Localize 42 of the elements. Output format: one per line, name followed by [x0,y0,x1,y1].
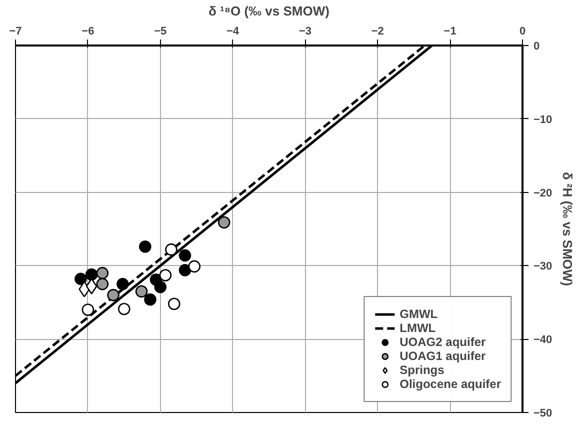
point [96,266,109,280]
y-tick-label: −30 [534,260,552,273]
x-tick-label: −3 [298,26,312,38]
legend-label: Springs [400,363,444,377]
y-tick-label: −50 [534,408,552,420]
y-axis-title: δ ²H (‰ vs SMOW) [560,172,576,286]
point [116,278,129,290]
point [135,285,148,298]
legend-label: UOAG1 aquifer [400,349,486,363]
point [118,302,130,316]
x-tick-label: −7 [9,26,22,38]
legend-label: LMWL [400,321,436,335]
point [86,278,98,294]
point [188,260,201,273]
point [144,293,156,306]
y-tick-label: −20 [534,187,552,200]
point [85,268,98,281]
x-axis-title: δ ¹⁸O (‰ vs SMOW) [208,4,330,18]
point [138,240,152,253]
point [74,272,87,286]
point [107,288,120,302]
point [154,280,167,294]
point [168,298,180,310]
y-tick-label: −40 [534,334,552,346]
x-tick-label: −4 [226,26,240,38]
x-tick-label: −1 [444,26,456,38]
legend-label: UOAG2 aquifer [400,335,486,349]
legend-label: GMWL [400,307,438,321]
x-tick-label: −6 [82,26,94,38]
point [178,264,192,276]
point [96,278,109,290]
point [178,249,192,262]
legend-label: Oligocene aquifer [400,377,501,391]
x-tick-label: −2 [371,26,384,38]
point [159,269,172,282]
y-tick-label: 0 [534,40,540,52]
point [218,216,230,229]
point [165,243,178,256]
y-tick-label: −10 [534,114,552,126]
x-tick-label: −5 [154,26,167,38]
x-tick-label: 0 [519,26,526,38]
point [82,304,94,316]
